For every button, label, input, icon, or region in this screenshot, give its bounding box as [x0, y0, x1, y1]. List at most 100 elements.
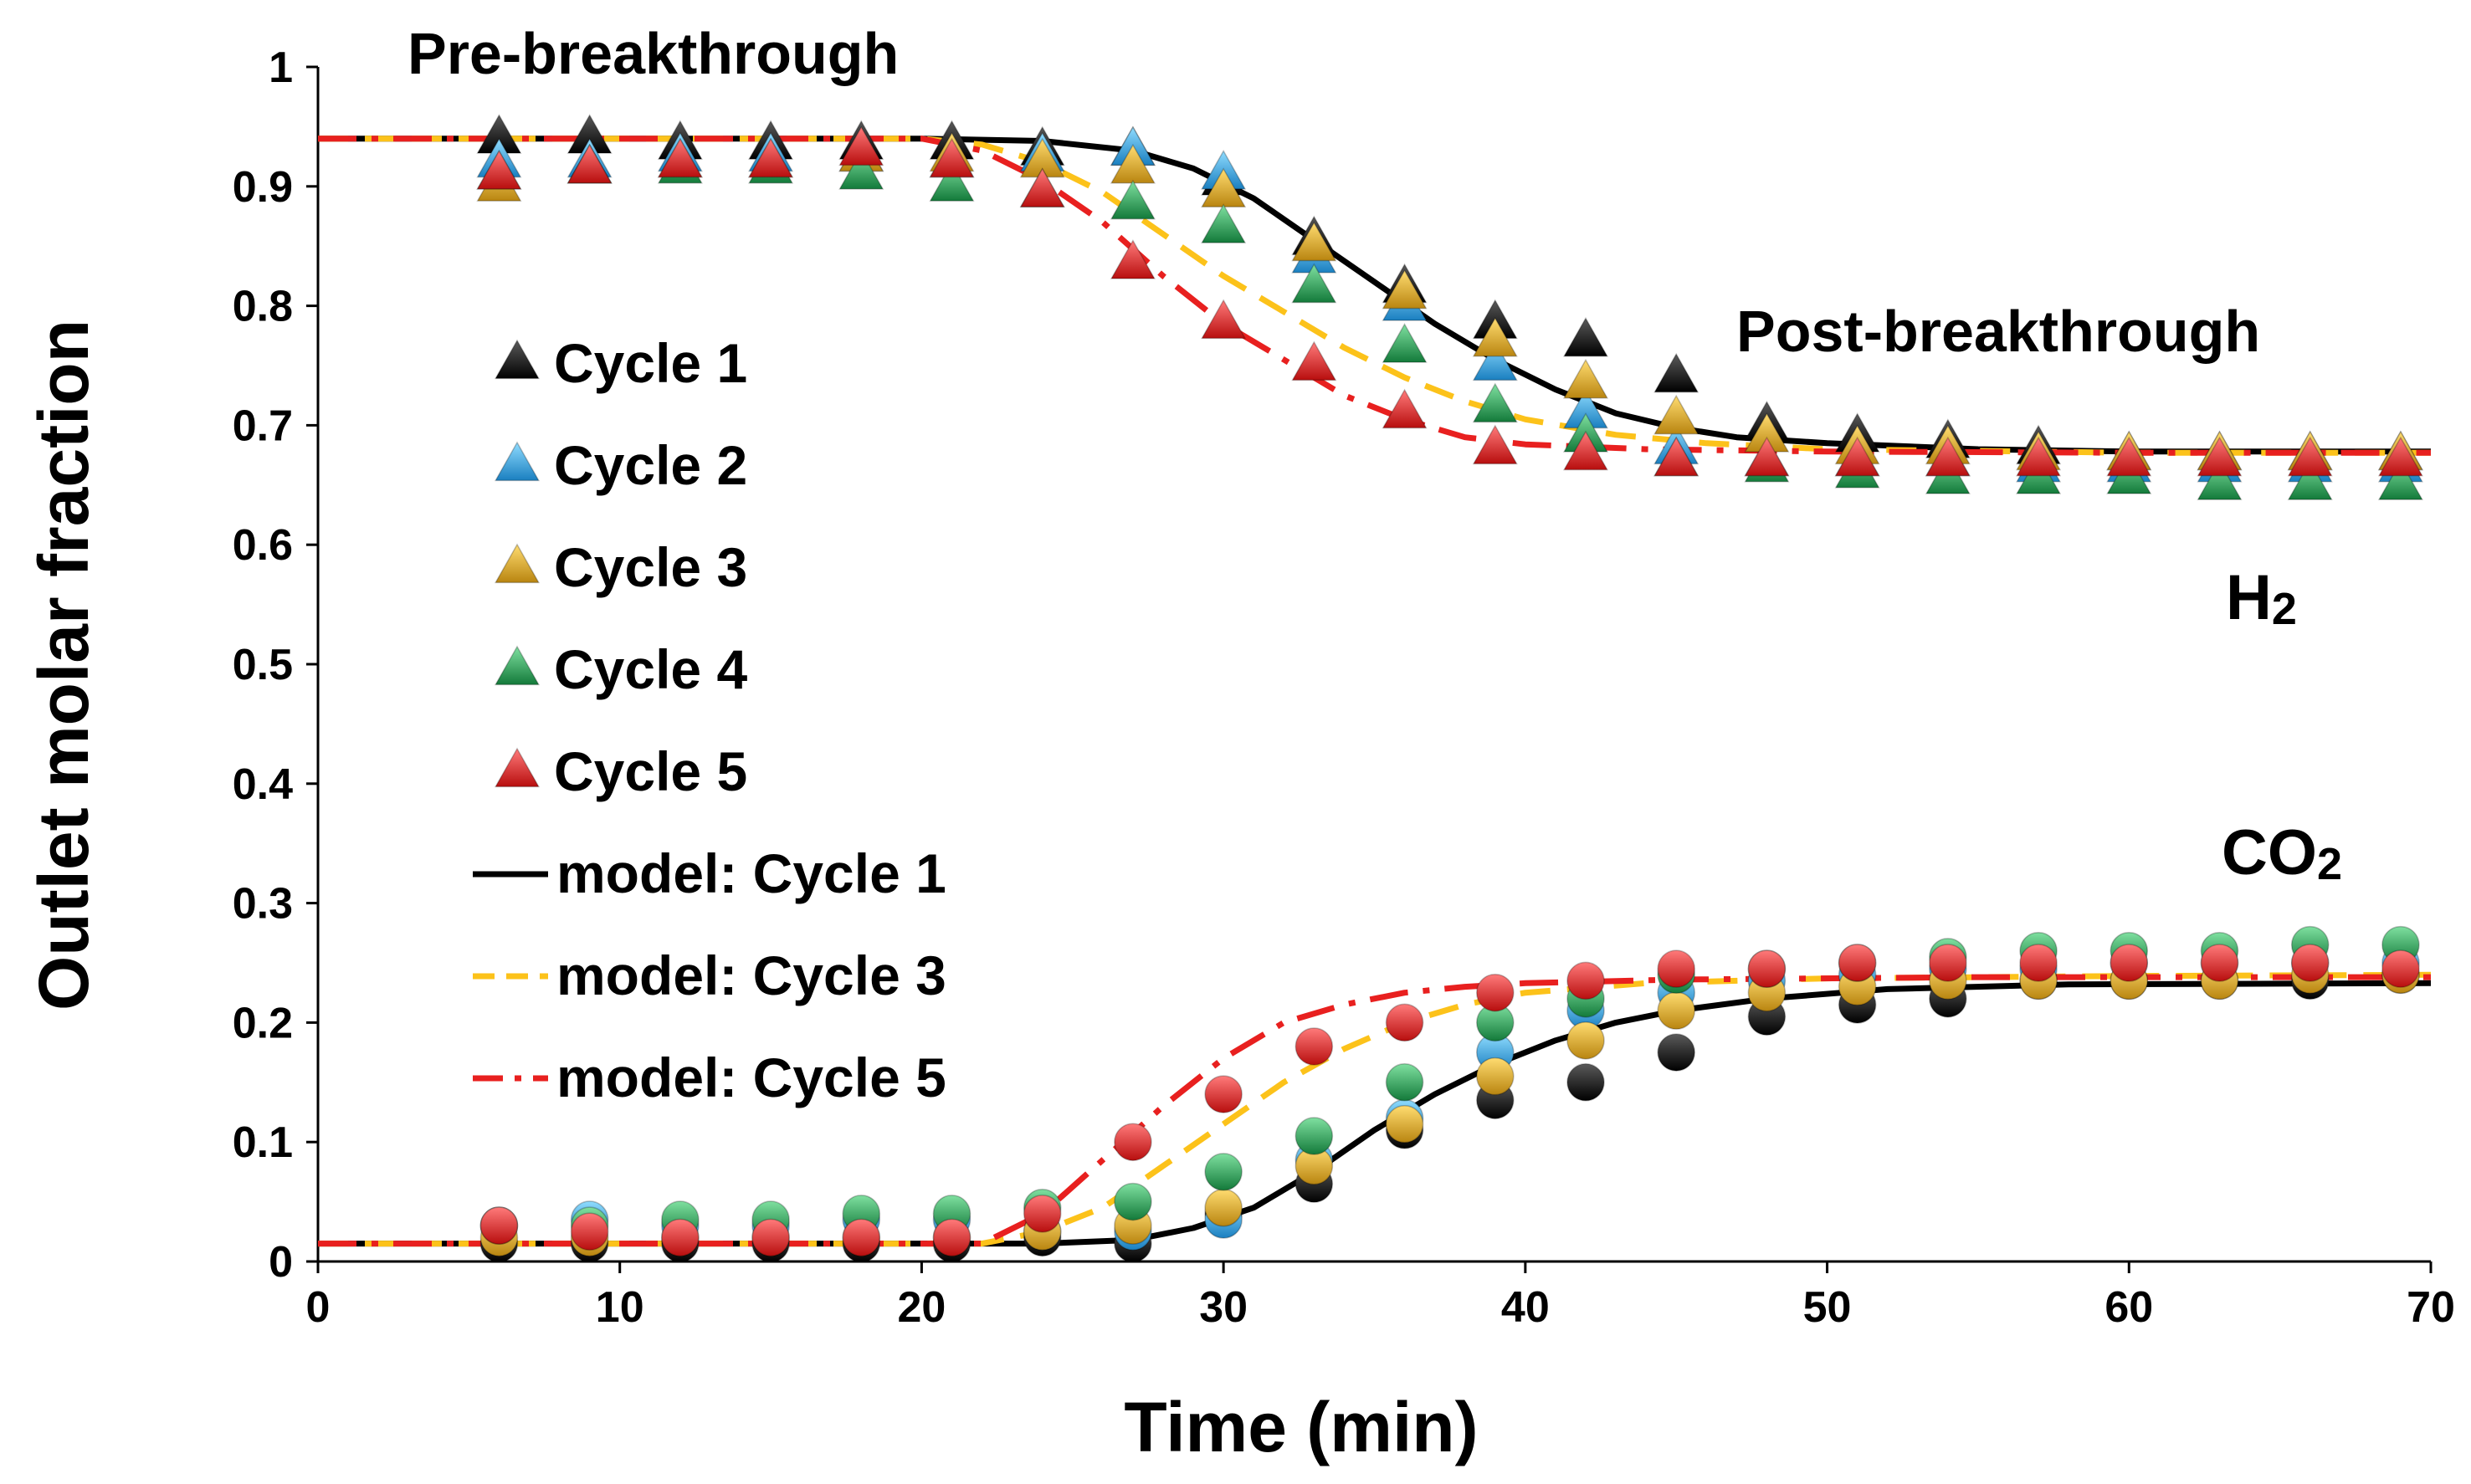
- x-tick-label: 10: [596, 1283, 644, 1332]
- legend-item-cycle1: Cycle 1: [494, 332, 747, 394]
- cycle5-h2-point: [2287, 436, 2333, 477]
- co2-label-sub: 2: [2317, 839, 2342, 889]
- cycle5-h2-point: [929, 137, 975, 178]
- y-tick-label: 1: [269, 43, 293, 92]
- cycle1-co2-point: [1566, 1063, 1605, 1102]
- cycle3-h2-point: [1562, 358, 1609, 399]
- cycle3-h2-point: [1382, 269, 1428, 310]
- cycle5-h2-point: [657, 137, 703, 178]
- modelcycle5-co2-curve: [318, 974, 2431, 1247]
- cycle4-h2-point: [2377, 460, 2423, 500]
- legend-triangle-marker: [494, 747, 541, 788]
- y-tick-label: 0.3: [233, 880, 293, 929]
- legend-label: Cycle 1: [554, 332, 747, 394]
- cycle5-h2-point: [1019, 167, 1065, 208]
- co2-label-main: CO: [2222, 817, 2317, 888]
- cycle5-co2-point: [1566, 961, 1605, 1000]
- cycle5-co2-point: [2381, 949, 2420, 988]
- legend-item-cycle4: Cycle 4: [494, 638, 747, 700]
- cycle5-h2-point: [1653, 436, 1699, 477]
- cycle3-co2-point: [1385, 1105, 1424, 1144]
- cycle5-co2-point: [1294, 1027, 1334, 1066]
- x-tick-label: 0: [306, 1283, 331, 1332]
- cycle5-h2-point: [566, 143, 613, 184]
- x-tick-label: 20: [898, 1283, 946, 1332]
- modelcycle1-co2-curve: [318, 980, 2432, 1247]
- legend-label: Cycle 3: [554, 536, 747, 598]
- cycle5-co2-point: [570, 1212, 609, 1251]
- cycle4-co2-point: [1294, 1117, 1334, 1155]
- cycle2-h2-point: [1472, 340, 1518, 381]
- y-tick-label: 0.1: [233, 1118, 293, 1167]
- cycle5-co2-point: [1838, 944, 1877, 982]
- cycle4-co2-point: [1114, 1182, 1152, 1221]
- legend-item-cycle5: Cycle 5: [494, 740, 747, 802]
- cycle4-h2-point: [2197, 460, 2243, 500]
- cycle5-co2-point: [479, 1206, 519, 1245]
- cycle5-co2-point: [1476, 973, 1515, 1012]
- co2-label: CO2: [2222, 817, 2342, 889]
- cycle5-h2-point: [1201, 299, 1247, 340]
- legend-label: Cycle 2: [554, 434, 747, 496]
- legend-triangle-marker: [494, 543, 541, 584]
- legend: Cycle 1 Cycle 2 Cycle 3 Cycle 4 Cycle 5 model…: [473, 332, 946, 1108]
- y-tick-label: 0.5: [233, 641, 293, 689]
- cycle5-co2-point: [1114, 1123, 1152, 1161]
- cycle5-co2-point: [661, 1218, 700, 1257]
- legend-label: model: Cycle 3: [556, 944, 946, 1006]
- cycle5-h2-point: [476, 150, 522, 190]
- legend-triangle-marker: [494, 441, 541, 482]
- y-tick-label: 0.9: [233, 163, 293, 212]
- cycle5-h2-point: [2377, 436, 2423, 477]
- x-tick-label: 40: [1501, 1283, 1550, 1332]
- cycle4-h2-point: [1382, 323, 1428, 363]
- cycle3-co2-point: [1476, 1057, 1515, 1096]
- cycle5-h2-point: [2106, 436, 2152, 477]
- cycle5-co2-point: [1204, 1075, 1243, 1113]
- data-points: [476, 114, 2423, 1263]
- modelcycle5-h2-curve: [318, 136, 2431, 456]
- cycle3-co2-point: [1657, 991, 1695, 1030]
- legend-triangle-marker: [494, 339, 541, 380]
- cycle5-co2-point: [1747, 949, 1787, 988]
- post-breakthrough-label: Post-breakthrough: [1736, 299, 2260, 364]
- cycle4-co2-point: [1204, 1153, 1243, 1191]
- cycle5-co2-point: [932, 1218, 971, 1257]
- h2-label-main: H: [2226, 562, 2272, 633]
- cycle5-h2-point: [1834, 436, 1880, 477]
- y-tick-label: 0.2: [233, 999, 293, 1047]
- x-tick-label: 70: [2407, 1283, 2455, 1332]
- cycle5-h2-point: [1472, 424, 1518, 465]
- cycle4-h2-point: [929, 161, 975, 202]
- h2-label: H2: [2226, 562, 2297, 634]
- cycle5-h2-point: [838, 125, 884, 166]
- cycle5-h2-point: [2016, 436, 2062, 477]
- legend-item-modelcycle5: model: Cycle 5: [473, 1046, 946, 1108]
- axis-ticks: 0 10 20 30 40 50 60 70 0 0.1 0.2 0.3 0.4 0.5 0.6 0.7 0.8…: [233, 43, 2455, 1332]
- cycle4-h2-point: [1472, 382, 1518, 423]
- cycle1-h2-point: [1653, 352, 1699, 393]
- x-tick-label: 30: [1199, 1283, 1248, 1332]
- modelcycle3-co2-curve: [318, 971, 2432, 1247]
- cycle3-h2-point: [1653, 394, 1699, 435]
- legend-label: model: Cycle 5: [556, 1046, 946, 1108]
- y-axis-title: Outlet molar fraction: [24, 320, 103, 1011]
- legend-item-cycle2: Cycle 2: [494, 434, 747, 496]
- cycle3-co2-point: [1566, 1021, 1605, 1060]
- cycle4-h2-point: [1201, 203, 1247, 243]
- legend-triangle-marker: [494, 645, 541, 686]
- cycle5-co2-point: [2110, 944, 2149, 982]
- y-tick-label: 0.7: [233, 402, 293, 450]
- cycle4-h2-point: [1110, 179, 1156, 220]
- x-tick-label: 50: [1803, 1283, 1852, 1332]
- cycle1-h2-point: [1562, 316, 1609, 357]
- x-axis-title: Time (min): [1124, 1388, 1478, 1466]
- legend-item-cycle3: Cycle 3: [494, 536, 747, 598]
- cycle5-co2-point: [2290, 944, 2330, 982]
- cycle5-co2-point: [751, 1218, 790, 1257]
- y-tick-label: 0.6: [233, 521, 293, 570]
- cycle5-h2-point: [748, 137, 794, 178]
- cycle5-co2-point: [842, 1218, 881, 1257]
- legend-item-modelcycle1: model: Cycle 1: [473, 842, 946, 904]
